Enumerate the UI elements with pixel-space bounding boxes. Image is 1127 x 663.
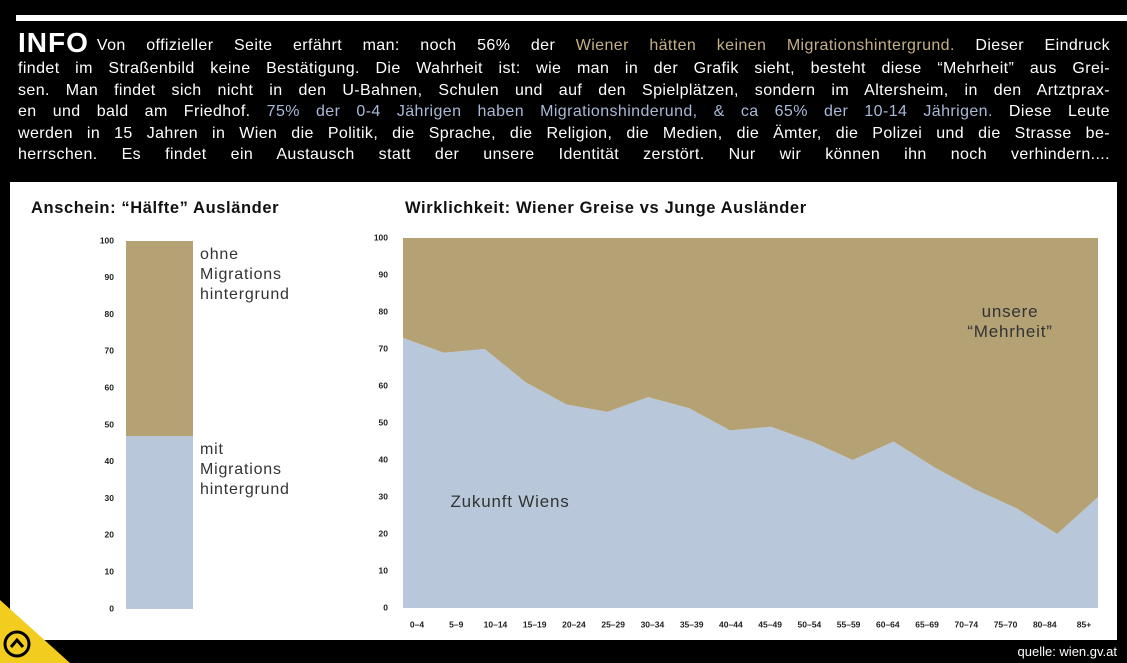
area-label: unsere “Mehrheit” — [967, 302, 1053, 341]
x-tick-label: 70–74 — [954, 619, 978, 629]
chart-title: Anschein: “Hälfte” Ausländer — [31, 199, 280, 217]
info-segment: Diese Leute — [992, 103, 1110, 120]
logo — [0, 600, 70, 663]
info-line: herrschen. Es findet ein Austausch statt… — [18, 144, 1110, 166]
x-tick-label: 80–84 — [1033, 619, 1057, 629]
y-tick-label: 70 — [105, 346, 115, 356]
y-tick-label: 70 — [379, 343, 389, 353]
top-rule — [16, 15, 1127, 21]
charts: 0 10 20 30 40 50 60 70 80 90 100 0 10 20 30 40 50 60 70 80 9… — [100, 232, 1098, 629]
x-tick-label: 5–9 — [449, 619, 463, 629]
info-segment: herrschen. Es findet ein Austausch statt… — [18, 146, 1110, 163]
series-label: mit Migrations hintergrund — [200, 441, 290, 499]
y-tick-label: 0 — [109, 603, 114, 613]
y-tick-label: 20 — [105, 530, 115, 540]
y-tick-label: 10 — [379, 565, 389, 575]
info-segment: sen. Man findet sich nicht in den U-Bahn… — [18, 81, 1110, 99]
area-label: Zukunft Wiens — [450, 492, 570, 511]
x-tick-label: 0–4 — [410, 619, 424, 629]
bar-segment — [126, 241, 193, 437]
x-tick-label: 10–14 — [484, 619, 508, 629]
x-tick-label: 35–39 — [680, 619, 704, 629]
area — [403, 337, 1098, 608]
info-segment: 75% der 0-4 Jährigen haben Migrationshin… — [266, 103, 993, 120]
y-tick-label: 40 — [379, 454, 389, 464]
y-tick-label: 100 — [374, 232, 388, 242]
y-tick-label: 50 — [379, 417, 389, 427]
info-segment: Von offizieller Seite erfährt man: noch … — [96, 37, 576, 54]
info-segment: findet im Straßenbild keine Bestätigung.… — [18, 60, 1110, 77]
y-tick-label: 10 — [105, 566, 115, 576]
series-label: ohne Migrations hintergrund — [200, 246, 290, 303]
info-label: INFO — [18, 28, 89, 58]
x-tick-label: 75–70 — [994, 619, 1018, 629]
y-tick-label: 30 — [379, 491, 389, 501]
info-segment: en und bald am Friedhof. — [18, 103, 267, 120]
x-tick-label: 40–44 — [719, 619, 743, 629]
y-tick-label: 60 — [105, 382, 115, 392]
x-tick-label: 45–49 — [758, 619, 782, 629]
chart-panel: 0 10 20 30 40 50 60 70 80 90 100 0 10 20 30 40 50 60 70 80 9… — [10, 182, 1117, 640]
info-line: sen. Man findet sich nicht in den U-Bahn… — [18, 80, 1110, 102]
x-tick-label: 65–69 — [915, 619, 939, 629]
info-segment: werden in 15 Jahren in Wien die Politik,… — [18, 124, 1110, 142]
info-line: werden in 15 Jahren in Wien die Politik,… — [18, 123, 1110, 145]
y-tick-label: 40 — [105, 456, 115, 466]
info-line: findet im Straßenbild keine Bestätigung.… — [18, 58, 1110, 80]
y-tick-label: 30 — [105, 493, 115, 503]
y-tick-label: 90 — [105, 272, 115, 282]
x-tick-label: 25–29 — [601, 619, 625, 629]
x-tick-label: 20–24 — [562, 619, 586, 629]
y-tick-label: 60 — [379, 380, 389, 390]
y-tick-label: 50 — [105, 419, 115, 429]
y-tick-label: 20 — [379, 528, 389, 538]
info-line: INFO Von offizieller Seite erfährt man: n… — [18, 28, 1110, 58]
x-tick-label: 15–19 — [523, 619, 547, 629]
x-tick-label: 50–54 — [798, 619, 822, 629]
y-tick-label: 80 — [105, 309, 115, 319]
y-tick-label: 100 — [100, 235, 114, 245]
y-tick-label: 80 — [379, 306, 389, 316]
x-tick-label: 60–64 — [876, 619, 900, 629]
y-tick-label: 90 — [379, 269, 389, 279]
source: quelle: wien.gv.at — [1017, 644, 1118, 659]
info-text: INFO Von offizieller Seite erfährt man: n… — [18, 28, 1110, 166]
info-segment: Dieser Eindruck — [954, 37, 1110, 54]
info-line: en und bald am Friedhof. 75% der 0-4 Jäh… — [18, 101, 1110, 123]
y-tick-label: 0 — [383, 602, 388, 612]
x-tick-label: 85+ — [1077, 619, 1091, 629]
x-tick-label: 55–59 — [837, 619, 861, 629]
area — [403, 238, 1098, 534]
info-segment: Wiener hätten keinen Migrationshintergru… — [575, 37, 955, 54]
bar-segment — [126, 436, 193, 609]
x-tick-label: 30–34 — [641, 619, 665, 629]
chart-title: Wirklichkeit: Wiener Greise vs Junge Aus… — [405, 199, 807, 217]
